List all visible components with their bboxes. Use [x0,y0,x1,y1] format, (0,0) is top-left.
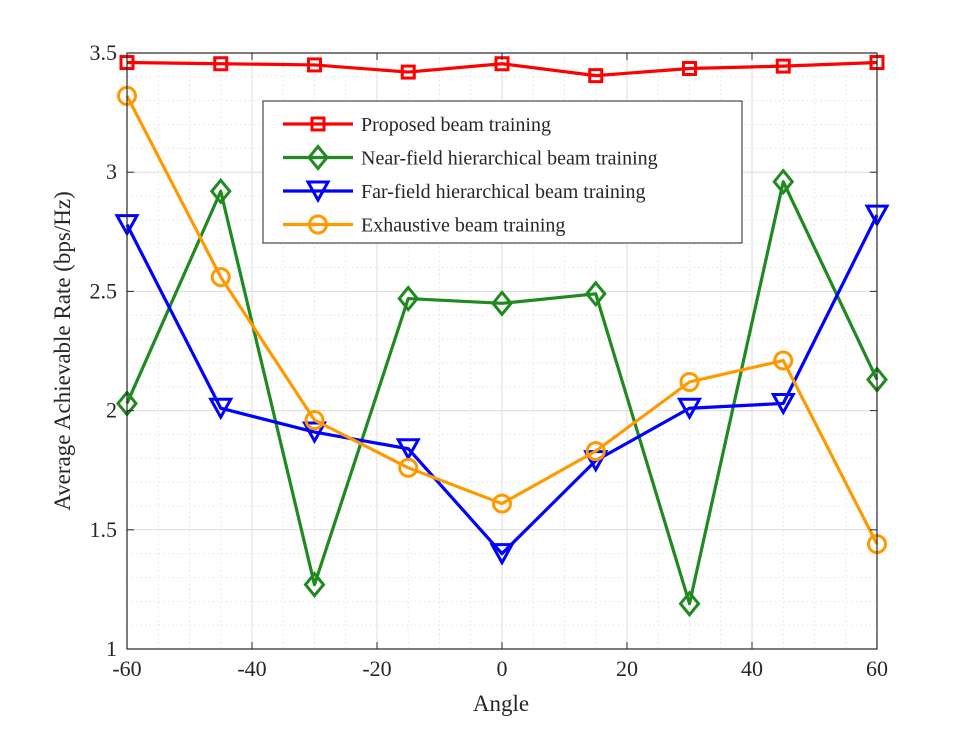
data-point-square [400,64,416,80]
x-tick-label: 60 [866,656,888,681]
series-layer [114,55,890,618]
data-point-diamond [491,289,513,317]
x-tick-label: -40 [237,656,266,681]
legend-entry: Exhaustive beam training [283,214,565,237]
data-point-circle [679,371,700,392]
data-point-square [682,60,697,76]
series-line [126,60,878,78]
series-line [125,95,879,545]
data-point-circle [585,441,606,462]
data-point-diamond [303,571,326,599]
y-tick-label: 2.5 [90,278,118,303]
y-axis-title: Average Achievable Rate (bps/Hz) [50,191,75,511]
legend-marker [305,180,331,204]
data-point-triangle-down [301,421,328,445]
data-point-circle [210,267,231,288]
data-point-square [775,58,791,74]
data-point-triangle-down [208,397,234,421]
data-point-circle [398,457,419,478]
data-point-square [307,57,322,73]
legend-entry: Far-field hierarchical beam training [283,180,645,204]
legend-label: Near-field hierarchical beam training [361,148,658,170]
y-tick-label: 1 [106,636,117,661]
data-point-diamond [584,280,607,308]
legend-label: Exhaustive beam training [361,215,565,237]
legend: Proposed beam training Near-field hierarc… [262,100,743,244]
y-tick-label: 3 [106,159,117,184]
data-point-diamond [678,590,701,618]
data-point-triangle-down [676,397,703,421]
data-point-circle [773,350,794,371]
x-tick-label: 20 [616,656,638,681]
data-point-diamond [397,285,420,312]
x-tick-label: 0 [497,656,508,681]
series-4 [117,85,887,555]
y-tick-label: 1.5 [90,517,118,542]
data-point-square [213,56,229,72]
data-point-triangle-down [395,438,421,461]
data-point-diamond [209,177,232,205]
series-1 [119,55,885,84]
data-point-square [588,68,604,84]
x-axis-title: Angle [473,691,529,716]
data-point-triangle-down [489,543,515,566]
legend-label: Far-field hierarchical beam training [361,181,645,203]
series-line [125,214,879,556]
legend-entry: Proposed beam training [283,114,551,136]
legend-label: Proposed beam training [361,114,551,136]
data-point-circle [492,493,512,514]
ticks-layer: -60 -40 -20 0 20 40 60 1 1.5 2 2.5 3 3.5 [90,40,889,681]
data-point-diamond [772,168,795,196]
data-point-triangle-down [770,392,796,416]
legend-entry: Near-field hierarchical beam training [283,144,658,171]
y-tick-label: 3.5 [90,40,118,65]
series-3 [114,204,890,566]
legend-marker [308,214,328,235]
data-point-circle [304,410,325,431]
x-tick-label: -60 [112,656,141,681]
x-tick-label: 40 [741,656,763,681]
legend-marker [307,144,329,171]
legend-marker [310,116,326,132]
y-tick-label: 2 [106,398,117,423]
x-tick-label: -20 [362,656,391,681]
